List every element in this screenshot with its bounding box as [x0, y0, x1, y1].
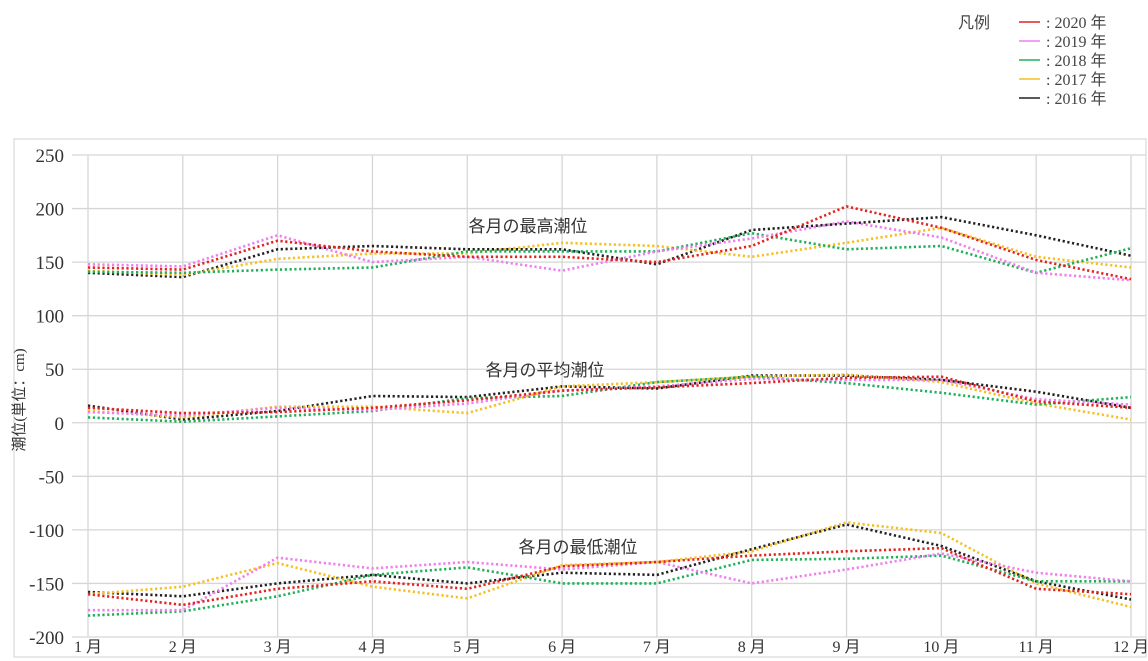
series-group-low	[87, 521, 1132, 617]
legend-entry-label: : 2020 年	[1046, 14, 1106, 32]
x-tick-label: 6 月	[548, 639, 576, 656]
legend-entry-label: : 2017 年	[1046, 71, 1106, 89]
y-tick-label: 50	[45, 360, 64, 381]
x-axis: 1 月 2 月 3 月 4 月 5 月 6 月 7 月 8 月 9 月 10 月 11 月 12 月	[74, 639, 1148, 656]
grid	[72, 154, 1146, 638]
x-tick-label: 8 月	[738, 639, 766, 656]
chart-frame	[13, 138, 1147, 658]
series-line-2020	[87, 205, 1132, 281]
x-tick-label: 5 月	[453, 639, 481, 656]
y-axis: 250 200 150 100 50 0 -50 -100 -150 -200	[29, 146, 64, 649]
y-tick-label: -50	[39, 467, 64, 488]
y-axis-label: 潮位(単位：cm)	[11, 348, 28, 451]
x-tick-label: 2 月	[169, 639, 197, 656]
x-tick-label: 12 月	[1113, 639, 1148, 656]
y-tick-label: 0	[55, 414, 65, 435]
y-tick-label: -150	[29, 574, 64, 595]
x-tick-label: 9 月	[833, 639, 861, 656]
y-tick-label: 100	[36, 307, 65, 328]
series-line-2017	[87, 521, 1132, 609]
series-line-2016	[87, 374, 1132, 421]
annotation-high: 各月の最高潮位	[469, 217, 588, 236]
series-line-2020	[87, 375, 1132, 415]
y-tick-label: 150	[36, 253, 65, 274]
series-layer	[87, 205, 1132, 617]
annotation-low: 各月の最低潮位	[519, 538, 638, 557]
x-tick-label: 11 月	[1018, 639, 1053, 656]
x-tick-label: 1 月	[74, 639, 102, 656]
annotation-mean: 各月の平均潮位	[486, 361, 605, 380]
series-group-mean	[87, 373, 1132, 424]
series-line-2018	[87, 554, 1131, 617]
legend-entry-label: : 2019 年	[1046, 33, 1106, 51]
series-line-2019	[87, 377, 1132, 417]
y-tick-label: -200	[29, 628, 64, 649]
series-line-2018	[87, 231, 1132, 275]
y-tick-label: 200	[36, 200, 65, 221]
legend-entry-label: : 2018 年	[1046, 52, 1106, 70]
series-line-2017	[87, 226, 1132, 277]
series-line-2016	[87, 523, 1132, 601]
legend-title: 凡例	[958, 14, 990, 32]
legend: 凡例 : 2020 年: 2019 年: 2018 年: 2017 年: 201…	[958, 14, 1106, 108]
series-group-high	[87, 205, 1132, 282]
x-tick-label: 3 月	[264, 639, 292, 656]
x-tick-label: 7 月	[643, 639, 671, 656]
x-tick-label: 10 月	[923, 639, 959, 656]
series-line-2018	[87, 375, 1132, 424]
series-line-2019	[87, 220, 1132, 282]
y-tick-label: -100	[29, 521, 64, 542]
x-tick-label: 4 月	[358, 639, 386, 656]
legend-entry-label: : 2016 年	[1046, 90, 1106, 108]
y-tick-label: 250	[36, 146, 65, 167]
series-line-2019	[88, 552, 1132, 612]
